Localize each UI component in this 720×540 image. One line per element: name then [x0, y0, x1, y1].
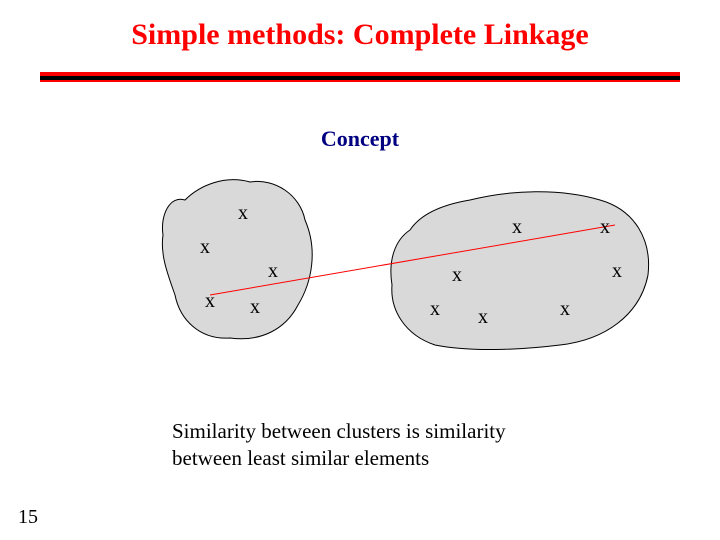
x-marker: x — [452, 264, 462, 287]
x-marker: x — [250, 296, 260, 319]
caption: Similarity between clusters is similarit… — [172, 418, 506, 472]
caption-line2: between least similar elements — [172, 445, 506, 472]
x-marker: x — [238, 202, 248, 225]
x-marker: x — [560, 298, 570, 321]
x-marker: x — [268, 260, 278, 283]
x-marker: x — [478, 306, 488, 329]
x-marker: x — [600, 216, 610, 239]
x-marker: x — [430, 298, 440, 321]
x-marker: x — [512, 216, 522, 239]
x-marker: x — [200, 236, 210, 259]
x-marker: x — [612, 260, 622, 283]
caption-line1: Similarity between clusters is similarit… — [172, 418, 506, 445]
page-number: 15 — [18, 506, 38, 529]
x-marker: x — [205, 290, 215, 313]
